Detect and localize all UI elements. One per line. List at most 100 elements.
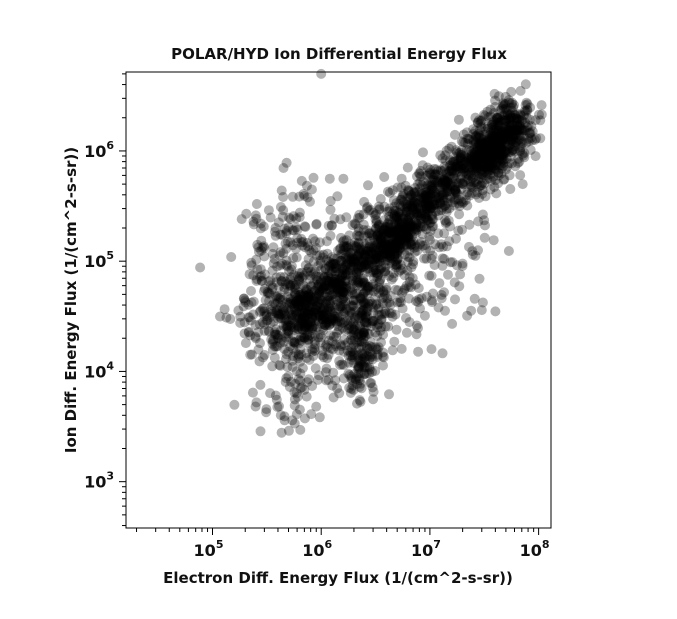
data-point [460,137,471,148]
data-point [465,179,476,190]
data-point [408,209,419,220]
data-point [384,242,395,253]
data-point [424,203,435,214]
data-point [489,163,500,174]
data-point [469,167,480,178]
data-point [412,171,422,182]
data-point [456,170,467,181]
data-point [368,207,379,218]
data-point [398,196,409,207]
y-tick-label: 106 [84,139,114,161]
data-point [473,152,484,163]
data-point [426,202,436,213]
data-point [491,157,502,168]
x-axis: 105 106 107 108 [136,528,550,560]
data-point [300,222,311,232]
data-point [383,249,393,260]
data-point [433,181,444,191]
data-point [382,242,393,253]
data-point [376,235,387,246]
data-point [447,176,458,187]
data-point [410,240,421,250]
data-point [493,119,504,130]
data-point [340,270,351,281]
data-point [373,228,384,238]
data-point [470,158,481,169]
data-point [450,294,460,305]
data-point [326,220,337,231]
data-point [277,211,288,222]
data-point [445,160,455,171]
data-point [485,139,496,149]
data-point [394,198,404,209]
data-point [478,138,489,149]
data-point [215,311,225,322]
data-point [478,147,489,158]
data-point [479,143,490,153]
data-point [457,178,468,188]
data-point [419,194,429,205]
data-point [335,255,346,266]
data-point [453,148,464,159]
data-point [466,161,477,172]
data-point [494,155,505,166]
data-point [381,238,392,249]
data-point [401,327,412,338]
data-point [472,187,483,198]
data-point [479,111,490,122]
data-point [507,138,518,149]
data-point [506,158,517,169]
data-point [505,114,516,125]
data-point [423,180,433,191]
data-point [459,154,470,165]
data-point [394,209,405,220]
data-point [476,161,487,172]
data-point [441,241,452,252]
data-point [420,190,431,200]
data-point [465,154,476,165]
data-point [488,235,499,246]
data-point [488,138,499,149]
data-point [484,130,495,141]
data-point [484,153,495,164]
data-point [382,252,393,263]
data-point [489,182,500,192]
data-point [506,99,517,110]
data-point [492,120,503,131]
data-point [456,136,467,147]
data-point [411,225,422,235]
data-point [439,161,450,172]
data-point [416,186,427,197]
data-point [389,213,400,224]
data-point [417,198,428,209]
data-point [397,225,408,236]
data-point [453,154,464,165]
data-point [490,138,500,149]
data-point [476,144,487,155]
data-point [517,115,528,126]
data-point [506,146,517,157]
data-point [352,230,362,241]
data-point [479,232,490,243]
data-point [450,184,461,194]
data-point [484,133,495,144]
data-point [453,225,464,236]
data-point [364,341,375,351]
data-point [496,131,507,142]
data-point [509,100,519,110]
data-point [406,221,417,232]
data-point [413,283,424,294]
data-point [432,169,443,180]
data-point [526,121,537,132]
data-point [496,136,507,147]
data-point [251,275,262,286]
data-point [415,221,426,231]
data-point [403,212,414,223]
data-point [408,196,419,207]
data-point [368,267,379,277]
data-point [489,152,500,163]
data-point [450,145,461,156]
data-point [428,185,439,196]
data-point [369,254,380,265]
data-point [477,155,488,166]
